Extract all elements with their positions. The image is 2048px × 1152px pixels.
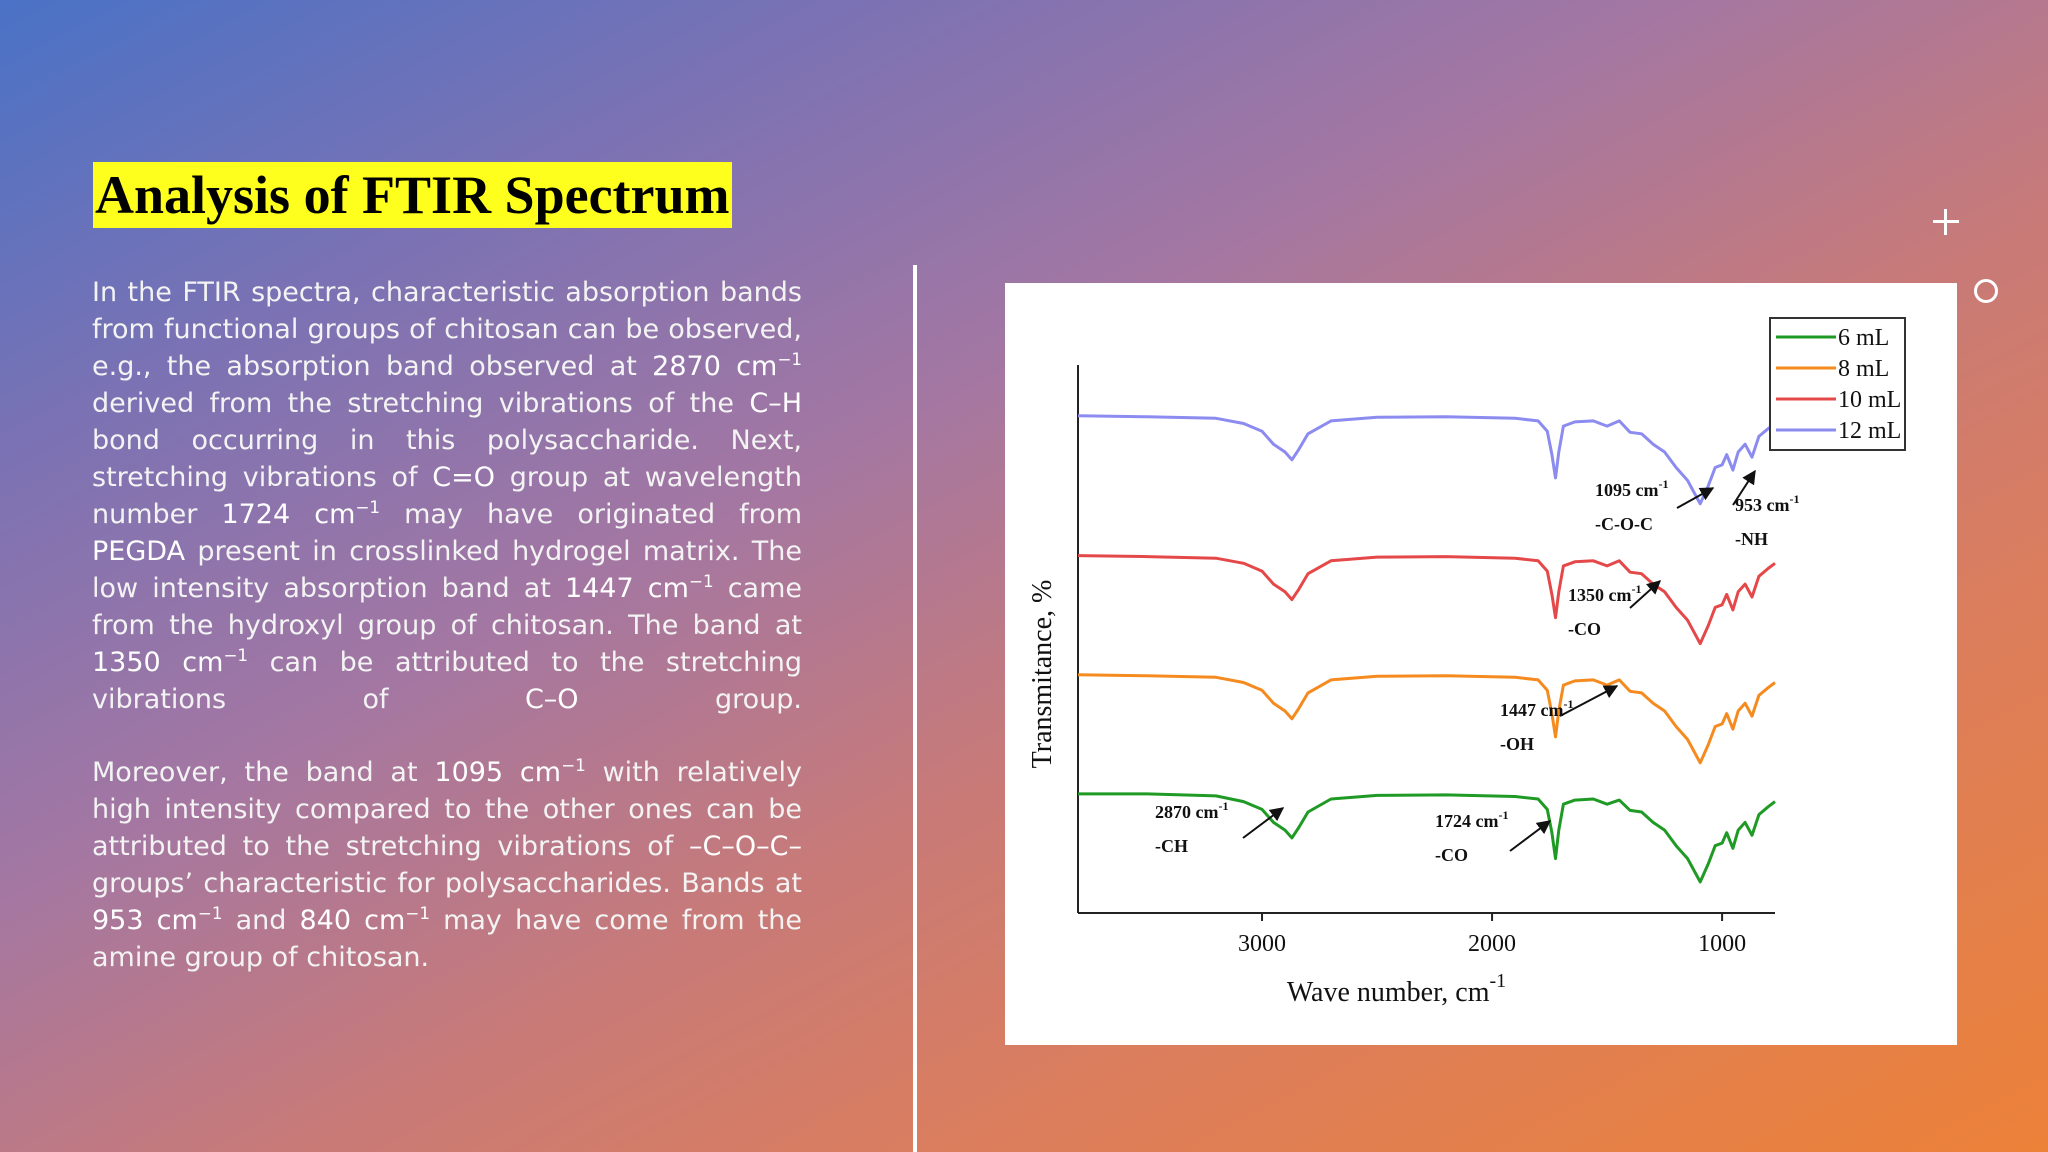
annotation-arrow (1629, 580, 1662, 609)
annotation-group: -C-O-C (1595, 514, 1653, 534)
paragraph2-segment: groups’ characteristic for polysaccharid… (92, 868, 802, 899)
paragraph2-segment: 953 cm (92, 905, 198, 936)
annotation-arrow (1732, 469, 1756, 506)
paragraph1-segment: bond occurring in this polysaccharide. N… (92, 425, 802, 493)
paragraph2-segment: −1 (561, 755, 586, 775)
x-tick-label: 1000 (1698, 931, 1746, 957)
paragraph1-segment: present in crosslinked hydrogel matrix. … (92, 536, 802, 604)
x-tick-label: 2000 (1468, 931, 1516, 957)
annotation-wavenumber: 2870 cm-1 (1155, 799, 1228, 822)
plus-icon (1931, 207, 1961, 237)
paragraph1-segment: −1 (355, 497, 381, 517)
legend-label: 12 mL (1838, 418, 1901, 444)
series-line-8-mL (1077, 673, 1776, 765)
paragraph2-segment: –C–O–C– (689, 831, 802, 862)
ftir-chart: 3000 2000 1000 Wave number, cm-1 Transmitanc… (1005, 283, 1957, 1045)
legend-label: 10 mL (1838, 387, 1901, 413)
paragraph2-segment: −1 (197, 903, 223, 923)
chart-legend: 6 mL 8 mL 10 mL 12 mL (1769, 317, 1906, 451)
annotation-arrow (1559, 685, 1619, 717)
annotation-group: -CO (1435, 845, 1468, 865)
paragraph1-segment: C–O (524, 684, 579, 715)
paragraph1-segment: C=O (432, 462, 496, 493)
slide-title: Analysis of FTIR Spectrum (93, 162, 732, 228)
paragraph1-segment: group. (578, 684, 802, 715)
legend-box (1769, 317, 1906, 451)
annotation-arrow (1509, 820, 1552, 852)
paragraph1-segment: can be attributed to the stretching vibr… (92, 647, 802, 715)
annotation-wavenumber: 1447 cm-1 (1500, 697, 1573, 720)
chart-axes: 3000 2000 1000 Wave number, cm-1 Transmitanc… (1027, 365, 1775, 1008)
paragraph1-segment: −1 (777, 349, 802, 369)
annotation-sup: -1 (1789, 492, 1799, 506)
annotation-wavenumber: 953 cm-1 (1735, 492, 1799, 515)
annotation-group: -NH (1735, 529, 1768, 549)
annotation-layer: 2870 cm-1 -CH 1724 cm-1 -CO 1447 cm-1 -OH 1350… (1155, 469, 1799, 865)
circle-icon (1974, 279, 1998, 303)
annotation-wavenumber: 1724 cm-1 (1435, 808, 1508, 831)
y-axis-title: Transmitance, % (1027, 580, 1058, 769)
paragraph1-segment: 2870 cm (652, 351, 778, 382)
paragraph2-segment: may have come from the amine group of ch… (92, 905, 803, 973)
x-tick-label: 3000 (1238, 931, 1286, 957)
paragraph-2: Moreover, the band at 1095 cm−1 with rel… (92, 754, 802, 976)
annotation-group: -CO (1568, 619, 1601, 639)
paragraph2-segment: with relatively high intensity compared … (92, 757, 802, 862)
paragraph1-segment: group at wavelength number (92, 462, 803, 530)
paragraph2-segment: and (222, 905, 300, 936)
vertical-divider (913, 265, 917, 1152)
annotation-sup: -1 (1658, 477, 1668, 491)
series-line-10-mL (1077, 554, 1776, 646)
series-layer (1077, 414, 1776, 884)
annotation-sup: -1 (1218, 799, 1228, 813)
ftir-chart-svg: 3000 2000 1000 Wave number, cm-1 Transmitanc… (1027, 317, 1906, 1008)
paragraph1-segment: In the FTIR spectra, characteristic abso… (92, 277, 802, 382)
paragraph1-segment: may have originated from (380, 499, 802, 530)
paragraph1-segment: derived from the stretching vibrations o… (92, 388, 750, 419)
paragraph2-segment: Moreover, the band at (92, 757, 435, 788)
annotation-arrow (1242, 807, 1285, 839)
annotation-sup: -1 (1498, 808, 1508, 822)
paragraph2-segment: −1 (405, 903, 430, 923)
legend-label: 8 mL (1838, 356, 1889, 382)
annotation-wavenumber: 1350 cm-1 (1568, 582, 1641, 605)
paragraph1-segment: 1350 cm (92, 647, 224, 678)
x-axis-title: Wave number, cm-1 (1287, 970, 1506, 1008)
paragraph1-segment: 1447 cm (564, 573, 689, 604)
annotation-wavenumber: 1095 cm-1 (1595, 477, 1668, 500)
paragraph-1: In the FTIR spectra, characteristic abso… (92, 274, 802, 718)
paragraph1-segment: −1 (688, 571, 714, 591)
paragraph1-segment: C–H (749, 388, 802, 419)
paragraph1-segment: −1 (223, 645, 249, 665)
annotation-sup: -1 (1563, 697, 1573, 711)
paragraph2-segment: 840 cm (299, 905, 406, 936)
series-line-6-mL (1078, 792, 1776, 884)
x-axis-title-sup: -1 (1490, 970, 1507, 992)
annotation-group: -CH (1155, 836, 1188, 856)
series-line-12-mL (1077, 414, 1776, 506)
annotation-arrow (1676, 487, 1715, 509)
annotation-sup: -1 (1631, 582, 1641, 596)
paragraph1-segment: PEGDA (92, 536, 186, 567)
annotation-group: -OH (1500, 734, 1534, 754)
paragraph2-segment: 1095 cm (434, 757, 562, 788)
paragraph1-segment: 1724 cm (221, 499, 356, 530)
legend-label: 6 mL (1838, 325, 1889, 351)
paragraph1-segment: came from the hydroxyl group of chitosan… (92, 573, 802, 641)
